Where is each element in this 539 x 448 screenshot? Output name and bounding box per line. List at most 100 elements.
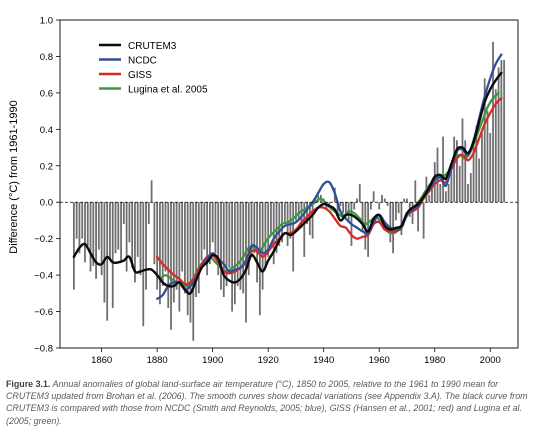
y-axis: −0.8 −0.6 −0.4 −0.2 0.0 0.2 0.4 0.6 0.8 1.0 [34, 16, 60, 355]
annual-bar [378, 202, 381, 210]
y-tick-label: 0.4 [40, 125, 53, 136]
legend-label: CRUTEM3 [128, 41, 177, 52]
annual-bar [414, 180, 417, 203]
annual-bar [270, 202, 272, 236]
annual-bar [128, 202, 131, 243]
caption-text: Annual anomalies of global land-surface … [6, 379, 528, 426]
annual-bar [300, 202, 303, 228]
annual-bar [328, 202, 331, 206]
series-line-crutem3 [72, 71, 503, 295]
annual-bar [225, 202, 228, 287]
annual-bar [456, 140, 458, 203]
annual-bar [231, 202, 233, 312]
annual-bar [417, 202, 419, 232]
x-tick-label: 1900 [202, 355, 223, 366]
annual-bar [195, 202, 197, 297]
annual-bar [267, 202, 270, 257]
annual-bar [145, 202, 147, 290]
annual-bar [86, 202, 89, 246]
annual-bar [250, 202, 253, 257]
annual-bar [156, 202, 159, 290]
annual-bar [453, 136, 456, 203]
annual-bar [95, 202, 97, 279]
annual-bar [489, 132, 492, 203]
annual-bar [503, 60, 506, 203]
y-tick-label: 0.6 [40, 88, 53, 99]
annual-bar [264, 202, 267, 268]
annual-bar [92, 202, 95, 266]
annual-bar [492, 41, 494, 203]
annual-bar [111, 202, 114, 308]
y-tick-label: −0.4 [34, 271, 53, 282]
annual-bar [220, 202, 222, 290]
annual-bar [297, 202, 300, 221]
annual-bar [186, 202, 189, 316]
annual-bar [372, 191, 375, 203]
annual-bar [75, 202, 78, 239]
annual-bar [400, 202, 403, 236]
legend-label: GISS [128, 70, 152, 81]
x-axis: 1860 1880 1900 1920 1940 1960 1980 2000 [91, 348, 501, 366]
annual-bar [211, 202, 214, 243]
annual-bar [481, 132, 483, 203]
annual-bar [311, 202, 314, 239]
x-tick-label: 1860 [91, 355, 112, 366]
annual-bar [356, 198, 358, 203]
annual-bar [97, 202, 100, 250]
annual-bar [258, 202, 261, 316]
annual-bar [84, 202, 86, 263]
annual-bar [236, 202, 239, 287]
annual-bar [353, 202, 356, 210]
series-line-ncdc [156, 53, 503, 300]
caption-label: Figure 3.1. [6, 379, 51, 389]
annual-bar [428, 194, 431, 203]
annual-bar [72, 202, 75, 290]
x-tick-label: 1980 [424, 355, 445, 366]
annual-bar [170, 202, 172, 330]
annual-bar [411, 202, 414, 225]
annual-bar [403, 198, 406, 203]
x-tick-label: 1960 [369, 355, 390, 366]
annual-bar [381, 194, 383, 203]
annual-bar [109, 202, 111, 261]
annual-bar [339, 202, 342, 206]
annual-bar [292, 202, 295, 272]
annual-bar [78, 202, 81, 254]
annual-bar [369, 202, 372, 210]
annual-bar [150, 180, 153, 203]
y-tick-label: 0.2 [40, 161, 53, 172]
annual-bar [500, 60, 503, 203]
annual-bar [131, 202, 134, 268]
annual-bar [283, 202, 286, 225]
annual-bar [444, 191, 447, 203]
figure-caption: Figure 3.1. Annual anomalies of global l… [6, 378, 534, 442]
annual-bar [383, 198, 386, 203]
annual-bar [139, 202, 142, 276]
annual-bar [120, 202, 122, 261]
annual-bar [278, 202, 281, 246]
x-tick-label: 2000 [480, 355, 501, 366]
annual-bar [208, 202, 211, 265]
annual-bar [306, 202, 308, 225]
annual-bar [114, 202, 117, 254]
annual-bar [159, 202, 161, 305]
y-tick-label: −0.8 [34, 344, 53, 355]
annual-bar [431, 187, 433, 203]
annual-bar [136, 202, 139, 257]
annual-bar [486, 111, 489, 203]
y-axis-label: Difference (°C) from 1961-1990 [8, 100, 20, 253]
annual-bar [228, 202, 231, 268]
annual-bar [483, 78, 486, 203]
annual-bar [184, 202, 186, 294]
annual-bar [197, 202, 200, 294]
annual-bar [125, 202, 128, 272]
annual-bar [200, 202, 203, 261]
annual-bar [134, 202, 136, 283]
annual-bar [214, 202, 217, 254]
annual-bar [161, 202, 164, 287]
annual-bar [364, 202, 367, 250]
annual-bar [475, 125, 478, 203]
annual-bar [295, 202, 297, 221]
annual-bar [336, 202, 339, 214]
annual-bar [164, 202, 167, 272]
